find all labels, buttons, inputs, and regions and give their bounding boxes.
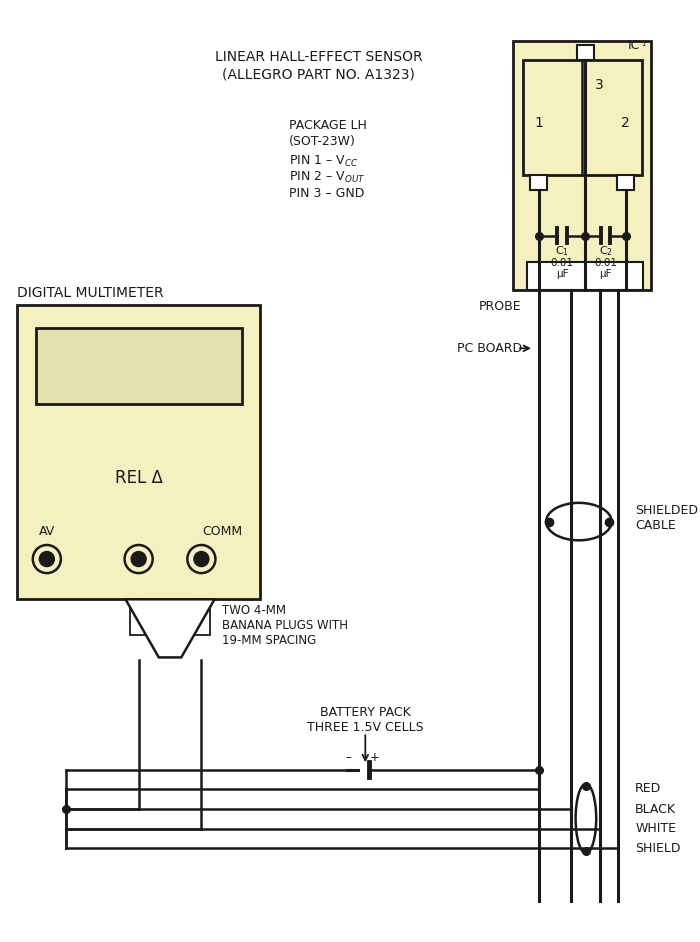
Bar	[36, 328, 241, 404]
Text: PACKAGE LH: PACKAGE LH	[288, 119, 366, 132]
Text: DIGITAL MULTIMETER: DIGITAL MULTIMETER	[17, 285, 164, 300]
Text: +: +	[370, 751, 379, 764]
Text: PIN 3 – GND: PIN 3 – GND	[288, 187, 364, 201]
Text: PIN 1 – V$_{CC}$: PIN 1 – V$_{CC}$	[288, 154, 358, 169]
Text: WHITE: WHITE	[635, 822, 676, 836]
Text: BLACK: BLACK	[635, 803, 676, 816]
Text: 0.01: 0.01	[550, 258, 573, 268]
Text: SHIELD: SHIELD	[635, 842, 680, 855]
Text: PIN 2 – V$_{OUT}$: PIN 2 – V$_{OUT}$	[288, 171, 365, 186]
Text: (SOT-23W): (SOT-23W)	[288, 135, 356, 148]
Text: LINEAR HALL-EFFECT SENSOR: LINEAR HALL-EFFECT SENSOR	[215, 51, 422, 64]
Bar	[530, 175, 547, 190]
Bar	[513, 41, 651, 290]
Text: $_1$: $_1$	[640, 40, 646, 49]
Text: μF: μF	[556, 269, 568, 279]
Bar	[577, 45, 594, 59]
Bar	[17, 305, 260, 599]
Bar	[617, 175, 634, 190]
Circle shape	[33, 545, 61, 573]
Text: μF: μF	[599, 269, 612, 279]
Text: 0.01: 0.01	[594, 258, 617, 268]
Text: REL Δ: REL Δ	[115, 469, 162, 488]
Text: (ALLEGRO PART NO. A1323): (ALLEGRO PART NO. A1323)	[222, 67, 415, 81]
Circle shape	[131, 552, 146, 566]
Circle shape	[39, 552, 55, 566]
Text: BATTERY PACK
THREE 1.5V CELLS: BATTERY PACK THREE 1.5V CELLS	[307, 706, 424, 734]
Bar	[523, 59, 642, 175]
Text: C$_1$: C$_1$	[555, 244, 569, 258]
Text: PROBE: PROBE	[479, 300, 522, 313]
Polygon shape	[125, 599, 214, 658]
Bar	[193, 599, 210, 635]
Bar	[130, 599, 147, 635]
Ellipse shape	[575, 784, 596, 853]
Text: COMM: COMM	[202, 526, 242, 539]
Text: TWO 4-MM
BANANA PLUGS WITH
19-MM SPACING: TWO 4-MM BANANA PLUGS WITH 19-MM SPACING	[221, 604, 347, 647]
Text: 2: 2	[622, 116, 630, 130]
Bar	[527, 262, 643, 290]
Text: PC BOARD: PC BOARD	[456, 342, 522, 355]
Text: 1: 1	[534, 116, 543, 130]
Circle shape	[125, 545, 153, 573]
Text: –: –	[346, 751, 351, 764]
Text: 3: 3	[595, 78, 604, 92]
Text: C$_2$: C$_2$	[598, 244, 612, 258]
Circle shape	[194, 552, 209, 566]
Text: AV: AV	[38, 526, 55, 539]
Text: RED: RED	[635, 782, 661, 795]
Text: IC: IC	[628, 40, 640, 52]
Text: SHIELDED
CABLE: SHIELDED CABLE	[635, 504, 698, 532]
Circle shape	[188, 545, 216, 573]
Ellipse shape	[546, 503, 612, 541]
